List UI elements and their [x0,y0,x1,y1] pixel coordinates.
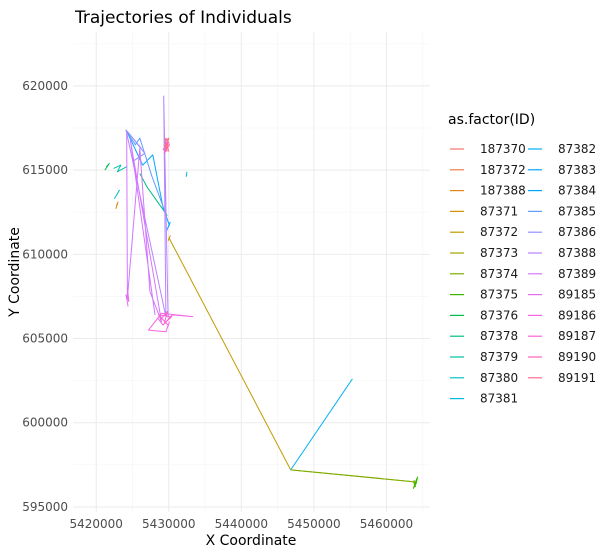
x-tick-label: 5450000 [287,517,340,531]
legend-label-87384: 87384 [558,184,596,198]
legend-label-87373: 87373 [480,246,518,260]
series-layer [104,95,419,489]
y-tick-labels: 595000 600000 605000 610000 615000 620000 [22,79,68,514]
legend-label-87371: 87371 [480,204,518,218]
legend-label-89190: 89190 [558,350,596,364]
y-tick-label: 620000 [22,79,68,93]
x-axis-label: X Coordinate [206,533,297,549]
legend-label-87385: 87385 [558,204,596,218]
x-tick-label: 5460000 [360,517,413,531]
trajectory-87381 [185,171,188,177]
legend-label-187372: 187372 [480,163,526,177]
trajectory-87382 [290,378,353,471]
legend-label-87378: 87378 [480,329,518,343]
trajectory-87374 [290,469,416,488]
legend-label-87374: 87374 [480,267,518,281]
x-tick-label: 5420000 [69,517,122,531]
y-tick-label: 605000 [22,332,68,346]
legend-label-89185: 89185 [558,288,596,302]
legend-title: as.factor(ID) [448,112,535,128]
legend-label-87386: 87386 [558,225,596,239]
trajectory-89191 [163,137,170,152]
x-tick-labels: 5420000 5430000 5440000 5450000 5460000 [69,517,413,531]
legend-label-187388: 187388 [480,184,526,198]
legend-label-87372: 87372 [480,225,518,239]
chart-title: Trajectories of Individuals [74,8,292,28]
trajectory-87389 [126,133,162,323]
trajectory-87379 [113,164,127,173]
trajectory-89187 [158,311,173,326]
trajectory-87385 [126,131,166,213]
legend-label-87389: 87389 [558,267,596,281]
legend-label-87380: 87380 [480,371,518,385]
trajectory-187388 [115,201,119,209]
legend: as.factor(ID) 187370 187372 187388 87371 873… [448,112,596,406]
y-tick-label: 600000 [22,416,68,430]
trajectory-87376 [104,162,110,171]
trajectory-87383 [166,221,171,231]
legend-label-87375: 87375 [480,288,518,302]
legend-label-87381: 87381 [480,392,518,406]
x-tick-label: 5430000 [142,517,195,531]
legend-label-87376: 87376 [480,308,518,322]
legend-label-87383: 87383 [558,163,596,177]
legend-label-87382: 87382 [558,142,596,156]
legend-label-87379: 87379 [480,350,518,364]
trajectory-89185 [125,287,130,307]
trajectory-87380 [113,189,120,199]
grid-lines [73,32,430,512]
y-tick-label: 595000 [22,500,68,514]
legend-label-87388: 87388 [558,246,596,260]
legend-label-187370: 187370 [480,142,526,156]
y-tick-label: 610000 [22,247,68,261]
trajectory-87372 [168,237,292,471]
legend-label-89186: 89186 [558,308,596,322]
legend-label-89187: 89187 [558,329,596,343]
x-tick-label: 5440000 [215,517,268,531]
y-tick-label: 615000 [22,163,68,177]
legend-label-89191: 89191 [558,371,596,385]
y-axis-label: Y Coordinate [7,227,23,318]
trajectory-87375 [412,476,419,489]
trajectory-87388 [125,95,169,319]
